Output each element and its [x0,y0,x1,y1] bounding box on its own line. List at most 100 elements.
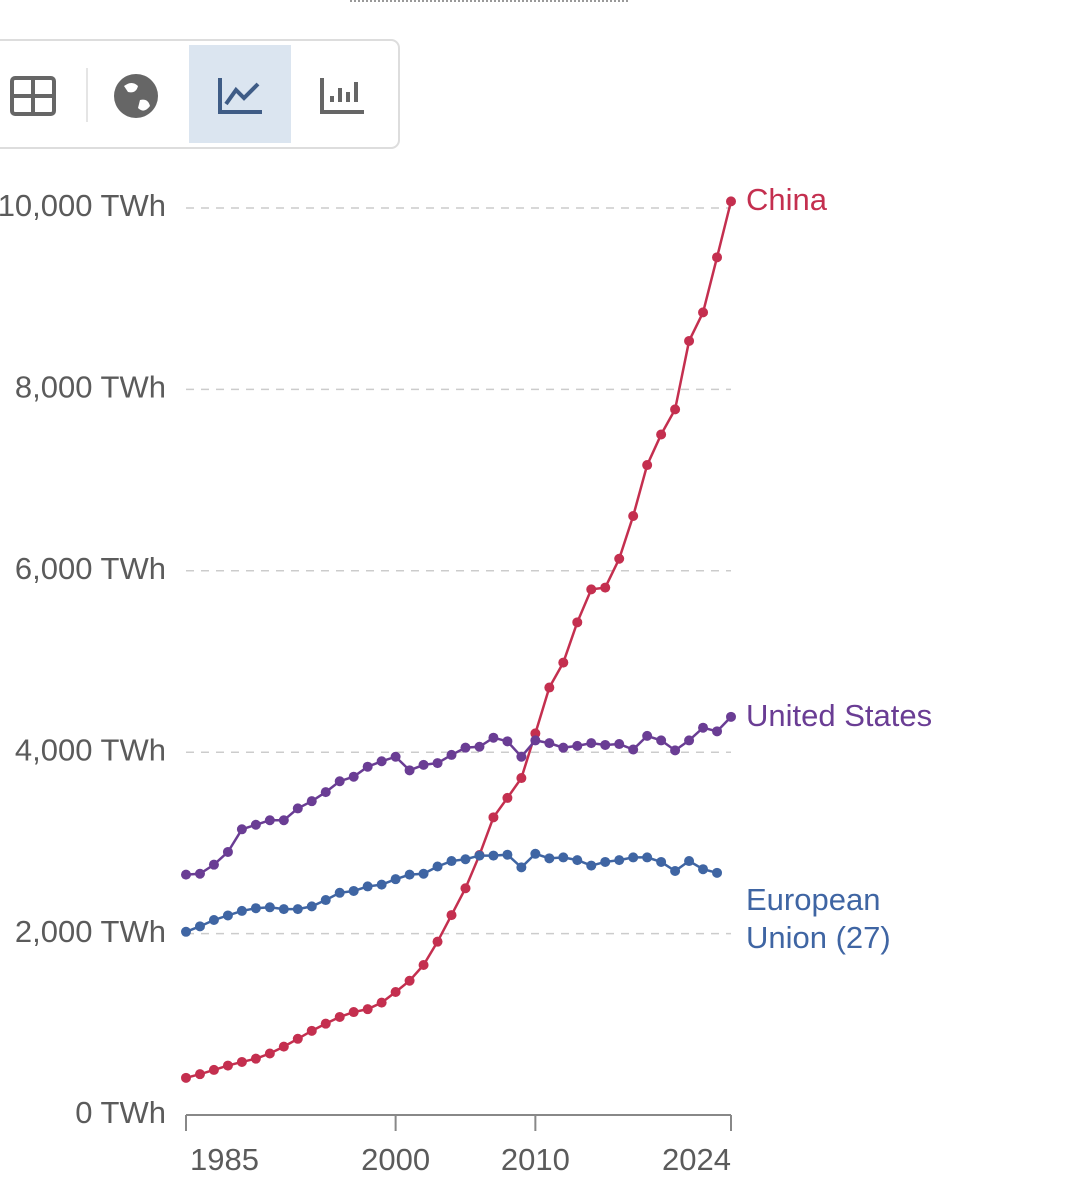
data-point [320,1018,331,1029]
data-point [418,959,429,970]
data-point [586,738,597,749]
data-point [726,711,736,722]
series [181,196,736,1083]
series-label: European Union (27) [746,881,891,955]
data-point [208,859,219,870]
data-point [572,740,583,751]
data-point [502,736,513,747]
y-tick-label: 6,000 TWh [15,551,166,586]
data-point [194,1069,205,1080]
data-point [418,868,429,879]
data-point [278,1041,289,1052]
data-point [278,904,289,915]
data-point [530,848,541,859]
data-point [181,1072,191,1083]
data-point [600,856,611,867]
y-tick-label: 4,000 TWh [15,732,166,767]
data-point [404,869,415,880]
x-tick-label: 2010 [501,1142,570,1177]
data-point [194,868,205,879]
data-point [264,1048,275,1059]
data-point [544,738,555,749]
map-button[interactable] [114,74,158,118]
bar-chart-button[interactable] [320,78,364,114]
data-point [642,730,653,741]
data-point [558,657,569,668]
data-point [446,910,457,921]
data-point [278,815,289,826]
table-button[interactable] [10,76,56,116]
data-point [320,895,331,906]
data-point [628,511,639,522]
data-point [614,739,625,750]
data-point [544,853,555,864]
data-point [222,1060,233,1071]
series-line [185,715,732,876]
data-point [698,864,709,875]
data-point [586,584,597,595]
data-point [348,1007,359,1018]
x-tick-label: 1985 [190,1142,259,1177]
data-point [572,617,583,628]
series-label: China [746,182,827,218]
toolbar [0,39,400,149]
data-point [572,855,583,866]
data-point [250,1053,261,1064]
data-point [698,722,709,733]
data-point [712,726,723,737]
data-point [684,335,695,346]
y-tick-label: 8,000 TWh [15,370,166,405]
data-point [460,854,471,865]
data-point [208,914,219,925]
series [181,711,736,880]
line-chart-button[interactable] [189,45,291,143]
data-point [502,849,513,860]
data-point [712,867,723,878]
data-point [390,987,401,998]
data-point [544,682,555,693]
data-point [250,819,261,830]
data-point [390,751,401,762]
data-point [656,735,667,746]
data-point [516,751,527,762]
x-tick-label: 2024 [662,1142,731,1177]
data-point [376,756,387,767]
data-point [474,741,485,752]
y-tick-label: 2,000 TWh [15,914,166,949]
data-point [404,975,415,986]
data-point [488,732,499,743]
data-point [222,846,233,857]
data-point [404,765,415,776]
data-point [446,856,457,867]
data-point [614,553,625,564]
data-point [670,866,681,877]
data-point [264,815,275,826]
data-point [362,1004,373,1015]
data-point [656,856,667,867]
y-tick-label: 0 TWh [75,1095,166,1130]
data-point [530,728,541,739]
data-point [432,936,443,947]
data-point [558,742,569,753]
data-point [181,869,191,880]
data-point [712,252,723,263]
series [181,848,723,937]
x-tick-label: 2000 [361,1142,430,1177]
data-point [306,901,317,912]
data-point [194,921,205,932]
series-line [185,201,733,1080]
data-point [460,742,471,753]
data-point [432,758,443,769]
data-point [236,1056,247,1067]
data-point [362,761,373,772]
data-point [586,860,597,871]
data-point [628,744,639,755]
data-point [600,739,611,750]
data-point [334,1011,345,1022]
data-point [208,1064,219,1075]
data-point [684,856,695,867]
data-point [516,862,527,873]
data-point [222,910,233,921]
